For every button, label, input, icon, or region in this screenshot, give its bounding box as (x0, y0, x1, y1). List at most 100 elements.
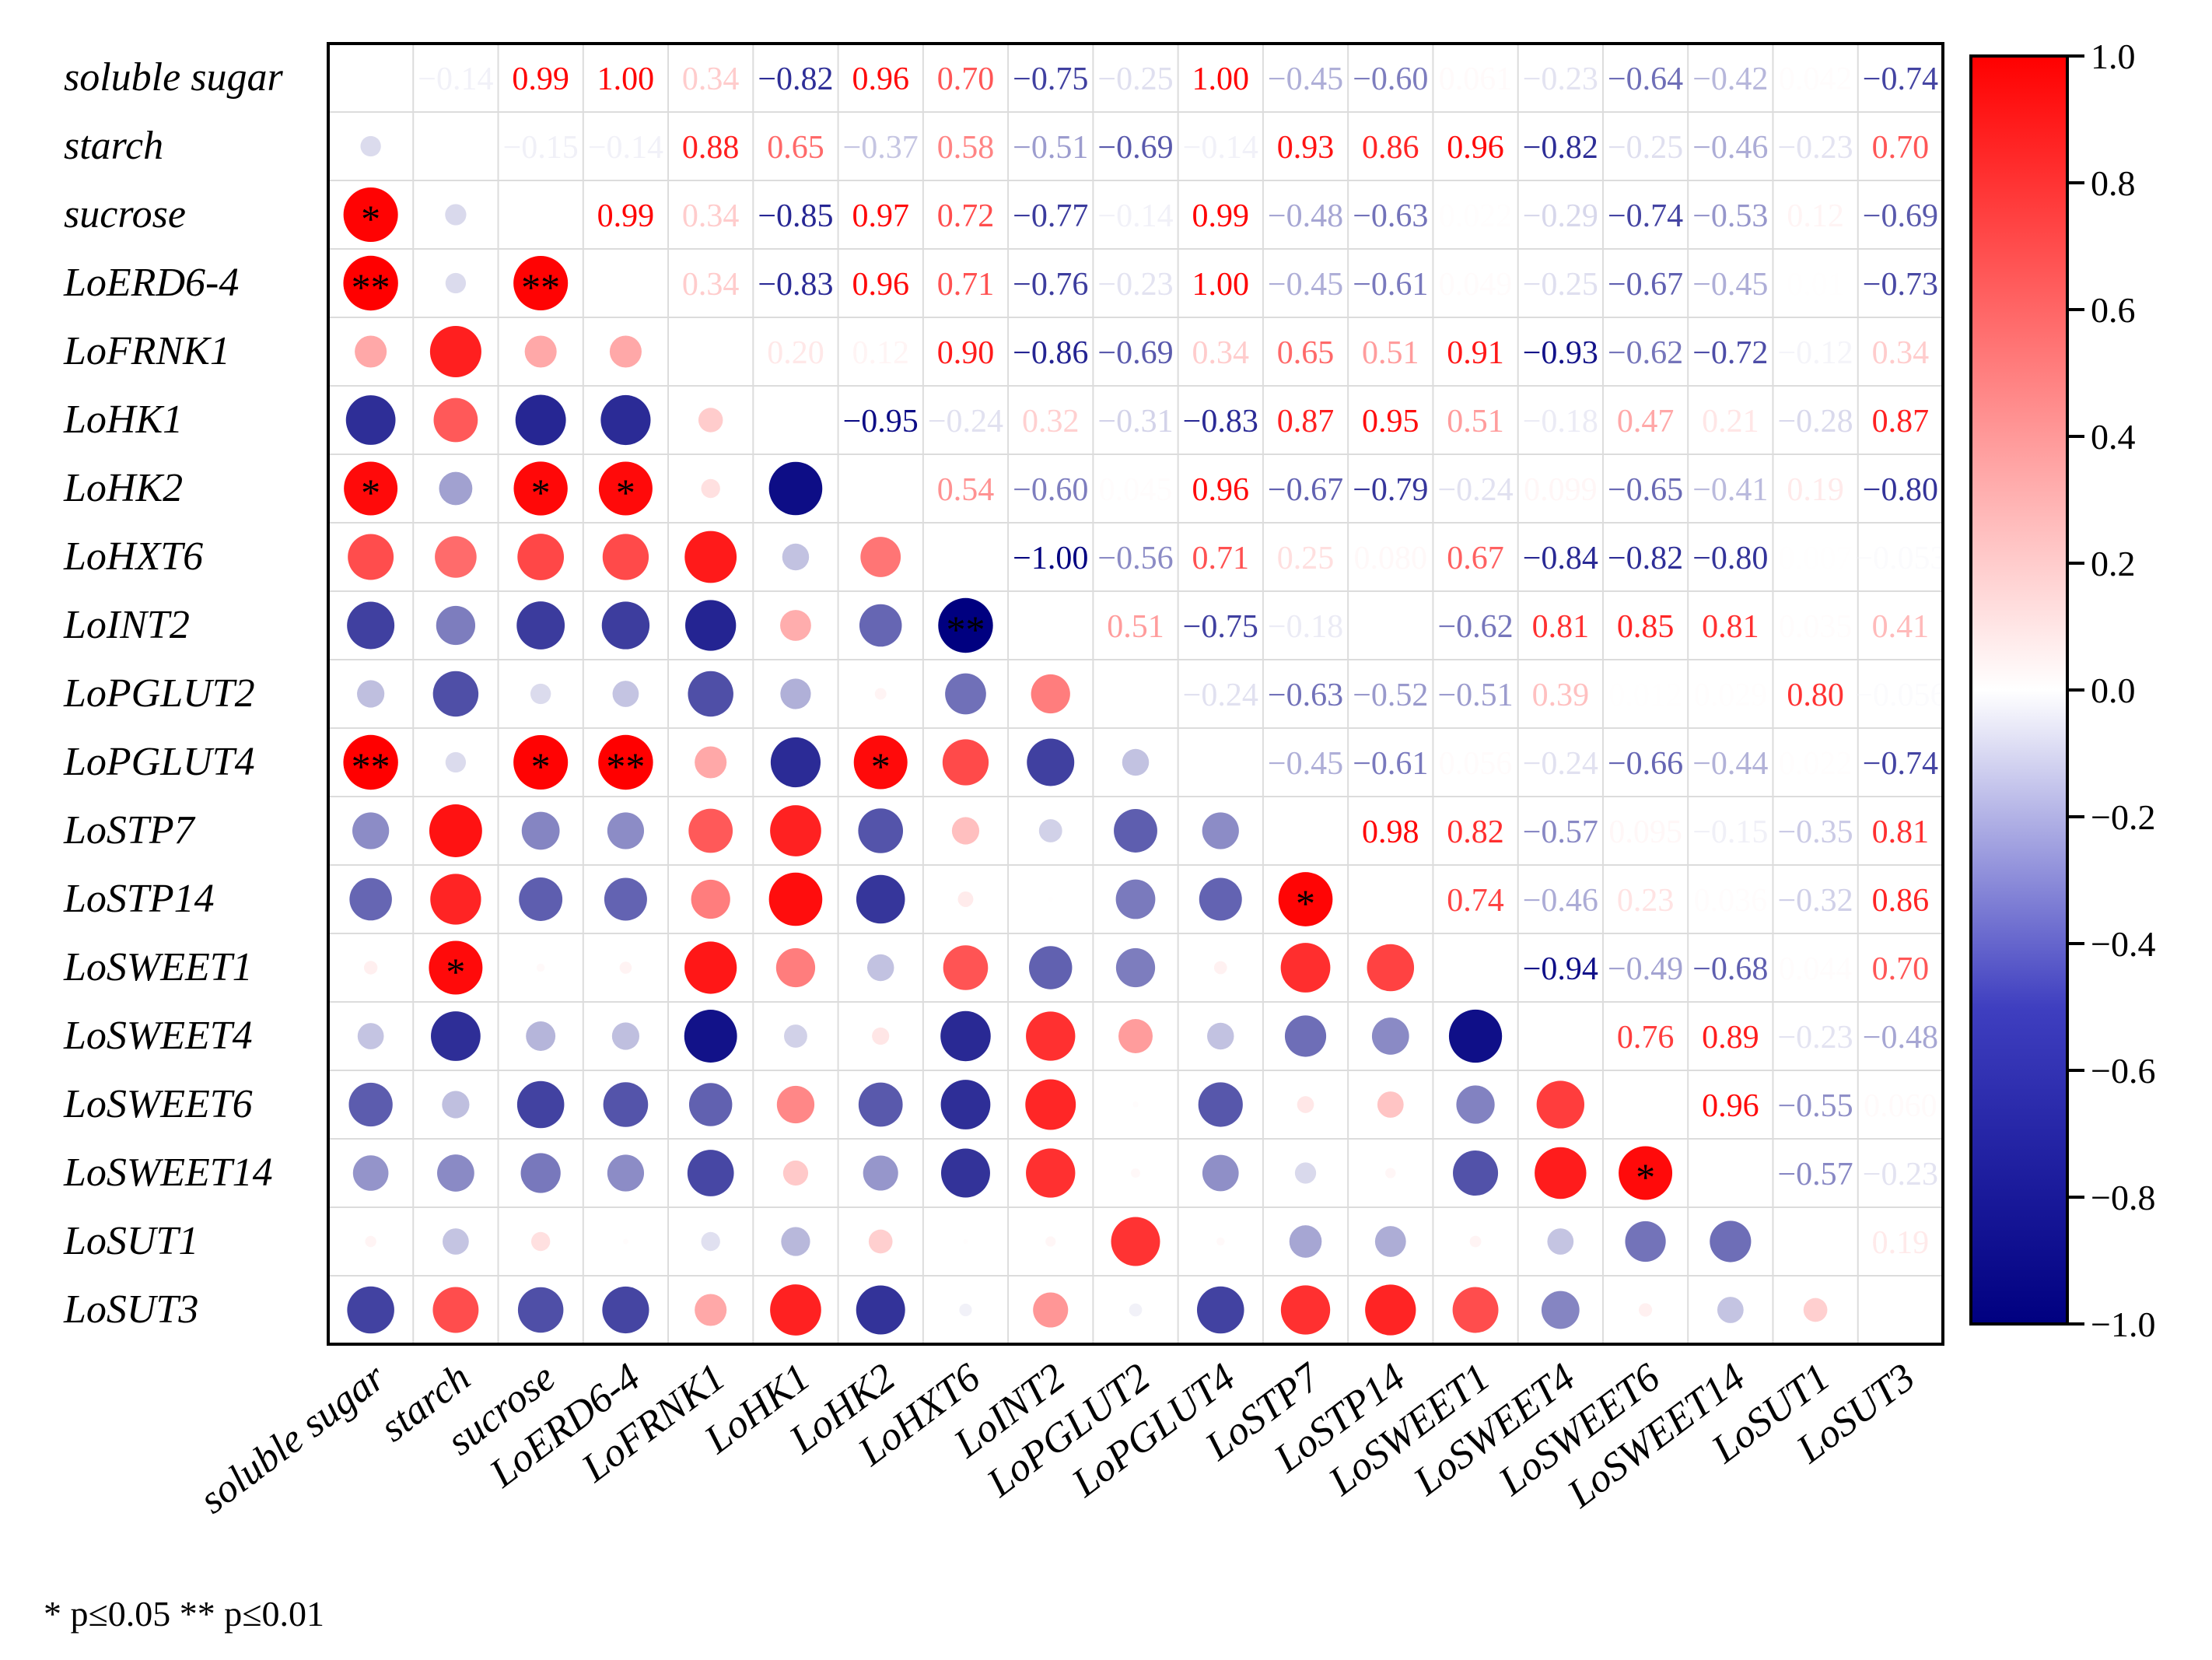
correlation-value-label: 0.51 (1362, 335, 1419, 371)
correlation-circle (1803, 1298, 1828, 1322)
correlation-value-label: 1.00 (597, 61, 655, 97)
correlation-value-label: 0.007 (1779, 541, 1853, 576)
correlation-value-label: −0.15 (1692, 814, 1768, 850)
correlation-value-label: 0.23 (1617, 883, 1675, 919)
correlation-circle (343, 255, 398, 311)
correlation-circle (1196, 1286, 1244, 1334)
correlation-value-label: 0.002 (1354, 609, 1428, 645)
correlation-circle (437, 1154, 474, 1192)
correlation-circle (1717, 1297, 1744, 1323)
correlation-value-label: −0.83 (1183, 404, 1258, 440)
correlation-circle (768, 872, 823, 926)
correlation-value-label: −0.23 (1863, 1157, 1938, 1192)
correlation-value-label: −0.12 (1778, 335, 1853, 371)
correlation-value-label: −0.67 (1608, 267, 1683, 303)
correlation-value-label: 0.045 (1099, 472, 1173, 508)
correlation-value-label: 0.060 (1864, 1088, 1937, 1124)
correlation-circle (1365, 1284, 1416, 1336)
correlation-circle (1202, 1154, 1239, 1192)
correlation-value-label: −0.23 (1778, 1020, 1853, 1056)
correlation-value-label: 0.12 (1787, 198, 1844, 234)
correlation-value-label: −0.79 (1353, 472, 1428, 508)
colorbar-tick-label: 0.8 (2091, 163, 2136, 203)
correlation-value-label: 1.00 (1192, 61, 1250, 97)
correlation-circle (945, 673, 986, 715)
correlation-value-label: 0.12 (852, 335, 909, 371)
correlation-circle (521, 811, 560, 850)
correlation-value-label: −0.23 (1097, 267, 1173, 303)
correlation-circle (520, 1153, 561, 1193)
correlation-circle (1118, 1019, 1153, 1053)
correlation-value-label: −0.23 (1523, 61, 1598, 97)
correlation-circle (516, 1080, 565, 1129)
correlation-circle (598, 461, 653, 516)
significance-mark: * (871, 744, 891, 788)
correlation-value-label: 0.71 (1192, 541, 1250, 576)
correlation-circle (513, 461, 568, 516)
correlation-circle (1280, 1285, 1331, 1335)
significance-mark: * (616, 471, 635, 514)
correlation-value-label: 0.97 (852, 198, 909, 234)
correlation-value-label: −0.74 (1863, 746, 1938, 782)
correlation-circle (940, 1080, 991, 1129)
correlation-value-label: 0.32 (1022, 404, 1080, 440)
correlation-value-label: 0.90 (937, 335, 995, 371)
correlation-circle (1367, 944, 1415, 992)
correlation-value-label: 0.34 (1192, 335, 1250, 371)
correlation-value-label: 1.00 (1192, 267, 1250, 303)
correlation-circle (536, 963, 545, 972)
correlation-circle (1025, 1079, 1076, 1130)
correlation-circle (1541, 1291, 1580, 1329)
correlation-value-label: 0.035 (1779, 609, 1853, 645)
correlation-circle (516, 601, 565, 650)
correlation-circle (622, 1238, 628, 1245)
correlation-circle (1031, 674, 1070, 714)
colorbar-tick-label: −1.0 (2091, 1305, 2155, 1344)
correlation-circle (695, 1294, 727, 1326)
correlation-value-label: 0.99 (512, 61, 569, 97)
correlation-value-label: −0.24 (928, 404, 1003, 440)
correlation-circle (602, 1286, 649, 1334)
correlation-circle (698, 408, 723, 433)
correlation-value-label: −0.23 (1778, 130, 1853, 166)
significance-footnote: * p≤0.05 ** p≤0.01 (44, 1594, 324, 1634)
correlation-circle (1131, 1168, 1140, 1178)
matrix-cells: −0.14 0.99 1.00 0.34 −0.82 0.96 0.70 −0.75 −0.25… (343, 61, 1946, 1336)
correlation-circle (1207, 1022, 1234, 1050)
correlation-value-label: −0.94 (1523, 951, 1598, 987)
correlation-circle (345, 395, 396, 445)
colorbar-tick-label: 1.0 (2091, 37, 2136, 76)
correlation-circle (1625, 1220, 1666, 1263)
correlation-value-label: −0.80 (1863, 472, 1938, 508)
correlation-circle (859, 604, 902, 647)
correlation-value-label: −0.67 (1268, 472, 1343, 508)
correlation-value-label: 0.65 (1277, 335, 1335, 371)
correlation-value-label: −0.75 (1013, 61, 1088, 97)
correlation-circle (343, 734, 398, 790)
correlation-value-label: −0.46 (1692, 130, 1768, 166)
correlation-circle (856, 1285, 905, 1335)
correlation-value-label: −0.85 (758, 198, 833, 234)
correlation-value-label: −0.45 (1268, 746, 1343, 782)
correlation-value-label: −0.60 (1353, 61, 1428, 97)
correlation-circle (360, 135, 381, 157)
correlation-value-label: −0.60 (1013, 472, 1088, 508)
correlation-value-label: −0.75 (1183, 609, 1258, 645)
significance-mark: ** (352, 744, 390, 788)
correlation-value-label: −0.053 (1854, 541, 1946, 576)
correlation-value-label: 0.65 (767, 130, 824, 166)
correlation-value-label: −0.82 (758, 61, 833, 97)
row-label-sucrose: sucrose (64, 192, 186, 236)
correlation-value-label: 0.54 (937, 472, 995, 508)
correlation-value-label: 0.99 (597, 198, 655, 234)
correlation-circle (963, 1239, 968, 1244)
correlation-value-label: −0.68 (1692, 951, 1768, 987)
correlation-circle (780, 678, 811, 709)
row-label-starch: starch (64, 124, 163, 168)
significance-mark: * (446, 950, 465, 993)
correlation-circle (1710, 1220, 1752, 1263)
correlation-value-label: 0.91 (1447, 335, 1504, 371)
correlation-circle (1547, 1228, 1574, 1255)
correlation-value-label: −0.57 (1778, 1157, 1853, 1192)
correlation-circle (784, 1024, 807, 1048)
